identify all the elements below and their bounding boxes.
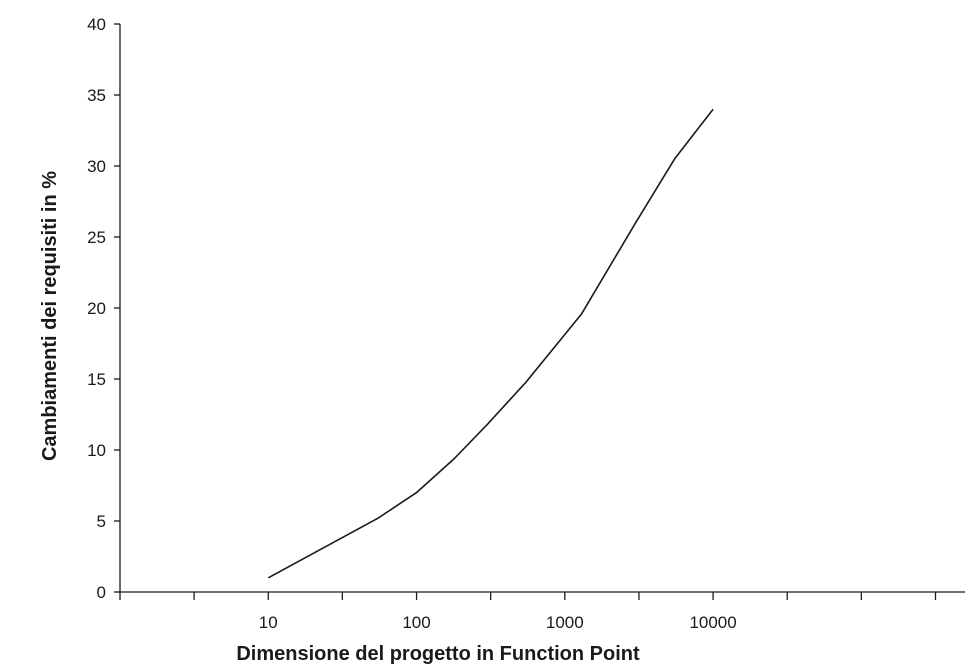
- y-tick-label: 35: [87, 86, 106, 105]
- y-tick-label: 25: [87, 228, 106, 247]
- y-axis-title: Cambiamenti dei requisiti in %: [39, 171, 61, 461]
- x-tick-label: 1000: [546, 613, 584, 632]
- x-axis-title: Dimensione del progetto in Function Poin…: [236, 643, 640, 665]
- x-tick-label: 10: [259, 613, 278, 632]
- y-tick-label: 40: [87, 15, 106, 34]
- y-axis: 0 5 10 15 20 25 30 35 40: [87, 15, 121, 602]
- series-layer: [267, 108, 714, 579]
- x-tick-label: 10000: [689, 613, 736, 632]
- data-series-line: [267, 108, 714, 579]
- y-tick-label: 30: [87, 157, 106, 176]
- y-tick-label: 5: [97, 512, 106, 531]
- y-tick-label: 10: [87, 441, 106, 460]
- y-tick-label: 15: [87, 370, 106, 389]
- x-axis: 10 100 1000 10000: [119, 591, 965, 632]
- y-tick-label: 0: [97, 583, 106, 602]
- y-tick-label: 20: [87, 299, 106, 318]
- x-tick-label: 100: [402, 613, 430, 632]
